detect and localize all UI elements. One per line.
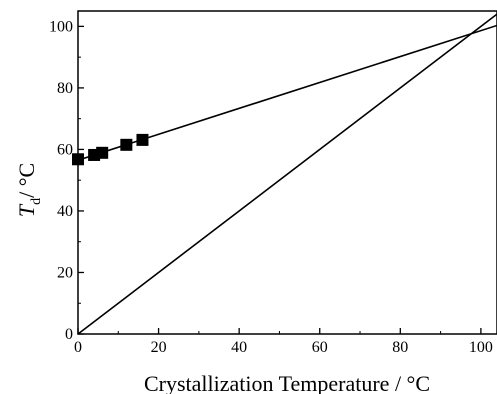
x-tick-label: 80 xyxy=(392,339,408,356)
fit-lines xyxy=(78,13,497,334)
y-tick-label: 20 xyxy=(57,264,73,281)
data-point xyxy=(96,146,109,159)
data-point xyxy=(136,133,149,146)
y-tick-label: 0 xyxy=(65,326,73,343)
y-axis-ticks: 0 20 40 60 80 100 xyxy=(49,18,84,343)
y-axis-title-main: T xyxy=(14,203,39,217)
plot-frame xyxy=(77,10,497,335)
x-axis-title: Crystallization Temperature / °C xyxy=(144,371,430,394)
x-tick-label: 60 xyxy=(312,339,328,356)
data-point xyxy=(120,138,133,151)
data-point xyxy=(72,153,84,166)
x-tick-label: 40 xyxy=(231,339,247,356)
y-tick-label: 40 xyxy=(57,203,73,220)
data-points xyxy=(72,133,149,166)
x-axis-ticks: 0 20 40 60 80 100 xyxy=(74,328,493,356)
y-tick-label: 60 xyxy=(57,141,73,158)
y-tick-label: 80 xyxy=(57,80,73,97)
tm-equals-tc-line xyxy=(78,13,497,334)
svg-text:Td/ °C: Td/ °C xyxy=(14,163,44,217)
y-axis-title-unit: / °C xyxy=(14,163,39,198)
y-axis-title: Td/ °C xyxy=(14,163,44,217)
x-tick-label: 100 xyxy=(469,339,493,356)
x-tick-label: 20 xyxy=(151,339,167,356)
y-axis-title-subscript: d xyxy=(29,198,44,205)
x-tick-label: 0 xyxy=(74,339,82,356)
y-tick-label: 100 xyxy=(49,18,73,35)
